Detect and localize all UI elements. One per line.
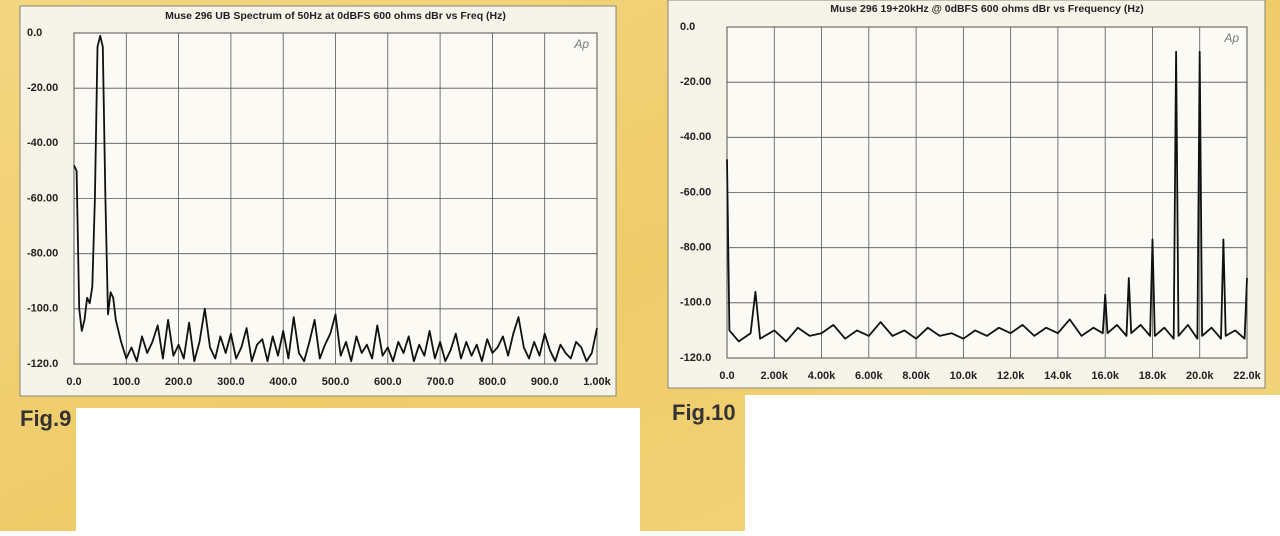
chart-title: Muse 296 19+20kHz @ 0dBFS 600 ohms dBr v… <box>830 3 1143 15</box>
y-tick-label: -80.00 <box>27 248 58 260</box>
x-tick-label: 100.0 <box>113 376 141 388</box>
x-tick-label: 18.0k <box>1139 370 1167 382</box>
blank-area <box>745 395 1280 531</box>
y-tick-label: 0.0 <box>680 21 695 33</box>
y-tick-label: -40.00 <box>680 131 711 143</box>
x-tick-label: 700.0 <box>426 376 454 388</box>
y-tick-label: -100.0 <box>27 303 58 315</box>
x-tick-label: 6.00k <box>855 370 883 382</box>
y-tick-label: -20.00 <box>680 76 711 88</box>
figure-caption: Fig.9 <box>20 406 71 431</box>
chart-title: Muse 296 UB Spectrum of 50Hz at 0dBFS 60… <box>165 10 506 22</box>
y-tick-label: -60.00 <box>27 192 58 204</box>
x-tick-label: 500.0 <box>322 376 350 388</box>
spectrum-line <box>726 50 1248 343</box>
x-tick-label: 0.0 <box>66 376 81 388</box>
x-tick-label: 0.0 <box>719 370 734 382</box>
x-tick-label: 4.00k <box>808 370 836 382</box>
y-tick-label: -60.00 <box>680 186 711 198</box>
x-tick-label: 800.0 <box>479 376 507 388</box>
x-tick-label: 16.0k <box>1091 370 1119 382</box>
y-tick-label: -20.00 <box>27 82 58 94</box>
x-tick-label: 2.00k <box>761 370 789 382</box>
blank-area <box>76 408 640 531</box>
x-tick-label: 300.0 <box>217 376 245 388</box>
x-tick-label: 600.0 <box>374 376 402 388</box>
figure-caption: Fig.10 <box>672 400 736 425</box>
x-tick-label: 200.0 <box>165 376 193 388</box>
logo: Ap <box>573 37 589 51</box>
x-tick-label: 12.0k <box>997 370 1025 382</box>
x-tick-label: 14.0k <box>1044 370 1072 382</box>
y-tick-label: -100.0 <box>680 297 711 309</box>
y-tick-label: -120.0 <box>27 358 58 370</box>
x-tick-label: 400.0 <box>269 376 297 388</box>
x-tick-label: 22.0k <box>1233 370 1261 382</box>
y-tick-label: -40.00 <box>27 137 58 149</box>
x-tick-label: 20.0k <box>1186 370 1214 382</box>
y-tick-label: 0.0 <box>27 27 42 39</box>
y-tick-label: -120.0 <box>680 352 711 364</box>
x-tick-label: 900.0 <box>531 376 559 388</box>
x-tick-label: 10.0k <box>950 370 978 382</box>
x-tick-label: 1.00k <box>583 376 611 388</box>
logo: Ap <box>1223 31 1239 45</box>
x-tick-label: 8.00k <box>902 370 930 382</box>
spectrum-line <box>73 34 598 363</box>
y-tick-label: -80.00 <box>680 242 711 254</box>
